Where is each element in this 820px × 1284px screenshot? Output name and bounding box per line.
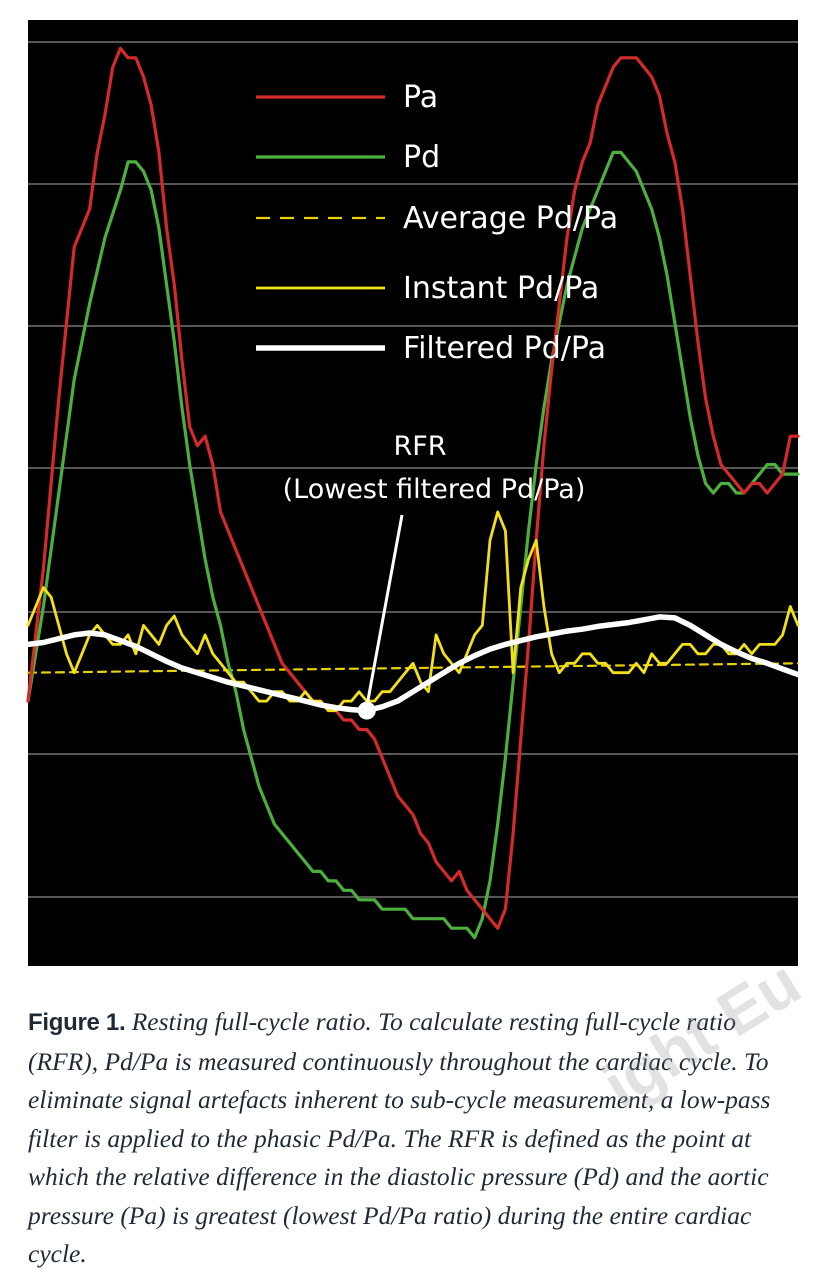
annotation-subtitle: (Lowest filtered Pd/Pa) (283, 474, 586, 505)
legend: Pa Pd Average Pd/Pa Instant Pd/Pa Filtered P… (256, 80, 618, 366)
chart: Pa Pd Average Pd/Pa Instant Pd/Pa Filtered P… (25, 20, 801, 966)
legend-label-pd: Pd (403, 140, 440, 175)
series-line-pd (26, 150, 800, 940)
gridlines (28, 41, 798, 898)
figure-caption-text: Resting full-cycle ratio. To calculate r… (28, 1007, 771, 1268)
figure-caption: Figure 1. Resting full-cycle ratio. To c… (28, 1003, 808, 1274)
annotation-title: RFR (393, 431, 446, 462)
figure-label: Figure 1. (28, 1009, 126, 1036)
legend-label-pa: Pa (403, 80, 438, 115)
series-layer (25, 46, 801, 940)
series-line-pa (26, 46, 800, 930)
annotation-pointer (365, 514, 404, 707)
rfr-point-marker (357, 701, 376, 720)
legend-label-instant: Instant Pd/Pa (403, 271, 599, 306)
rfr-annotation: RFR (Lowest filtered Pd/Pa) (283, 431, 586, 720)
series-line-average (26, 662, 800, 674)
series-line-filtered (25, 614, 801, 714)
legend-label-filtered: Filtered Pd/Pa (403, 331, 606, 366)
figure-panel: Pa Pd Average Pd/Pa Instant Pd/Pa Filtered P… (25, 20, 801, 966)
plot-background (28, 20, 798, 966)
legend-label-average: Average Pd/Pa (403, 201, 618, 236)
series-line-instant (26, 510, 800, 712)
